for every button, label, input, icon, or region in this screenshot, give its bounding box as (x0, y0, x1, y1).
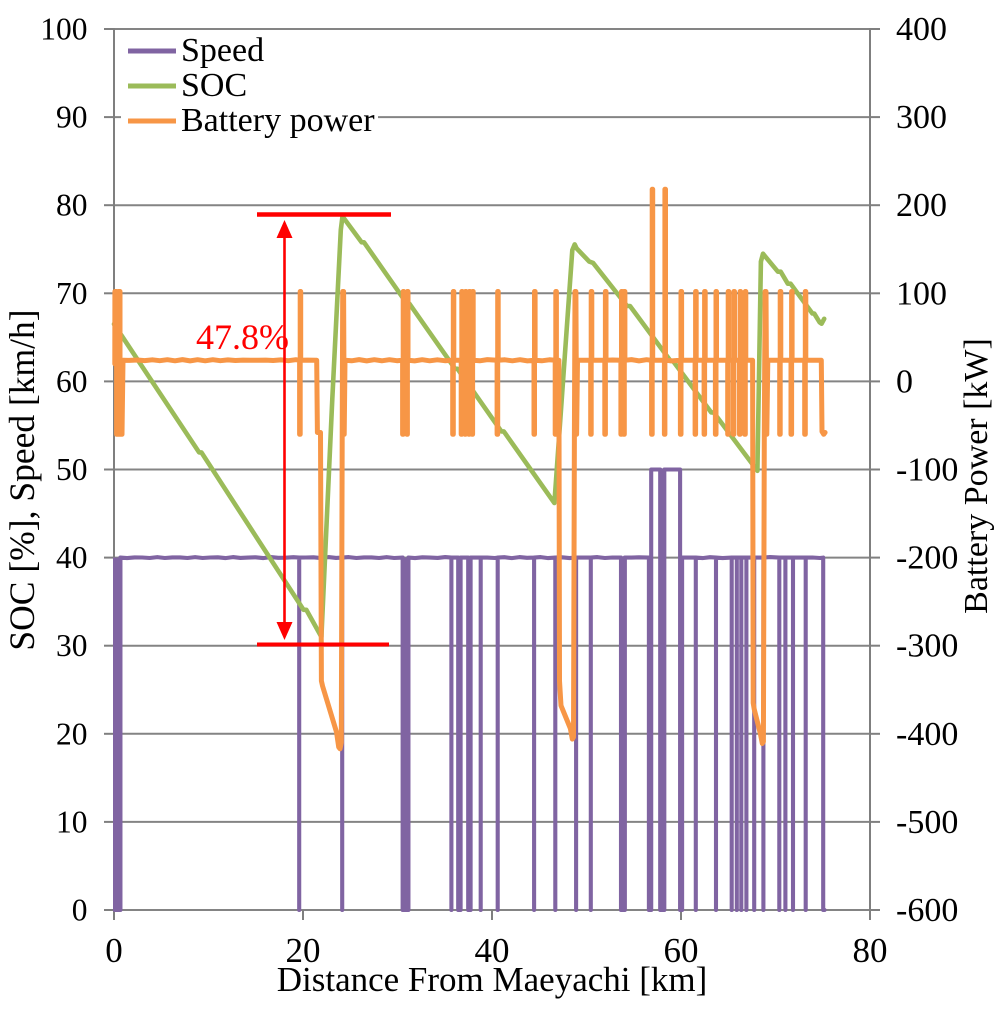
svg-text:SOC [%], Speed [km/h]: SOC [%], Speed [km/h] (2, 309, 42, 650)
svg-text:70: 70 (56, 276, 88, 311)
svg-text:90: 90 (56, 100, 88, 135)
svg-text:-500: -500 (896, 804, 958, 841)
svg-text:Distance From Maeyachi [km]: Distance From Maeyachi [km] (277, 960, 708, 999)
svg-text:20: 20 (286, 931, 321, 970)
svg-text:400: 400 (896, 11, 947, 48)
svg-text:80: 80 (56, 188, 88, 223)
svg-text:80: 80 (853, 931, 888, 970)
svg-text:200: 200 (896, 187, 947, 224)
svg-text:300: 300 (896, 99, 947, 136)
svg-text:10: 10 (56, 804, 88, 839)
svg-text:-600: -600 (896, 892, 958, 929)
svg-text:100: 100 (896, 275, 947, 312)
svg-text:100: 100 (40, 12, 87, 47)
svg-text:SOC: SOC (181, 67, 247, 104)
svg-text:60: 60 (56, 364, 88, 399)
svg-text:20: 20 (56, 716, 88, 751)
svg-text:-100: -100 (896, 452, 958, 489)
svg-text:0: 0 (72, 893, 88, 928)
svg-text:-200: -200 (896, 540, 958, 577)
svg-text:0: 0 (105, 931, 123, 970)
svg-text:40: 40 (475, 931, 510, 970)
svg-text:47.8%: 47.8% (196, 317, 289, 357)
svg-text:Battery power: Battery power (181, 102, 375, 139)
svg-text:Speed: Speed (181, 32, 264, 69)
svg-text:Battery Power [kW]: Battery Power [kW] (958, 338, 995, 614)
svg-text:-300: -300 (896, 628, 958, 665)
svg-text:-400: -400 (896, 716, 958, 753)
svg-text:60: 60 (664, 931, 699, 970)
svg-text:30: 30 (56, 628, 88, 663)
svg-text:40: 40 (56, 540, 88, 575)
svg-text:0: 0 (896, 363, 913, 400)
svg-text:50: 50 (56, 452, 88, 487)
